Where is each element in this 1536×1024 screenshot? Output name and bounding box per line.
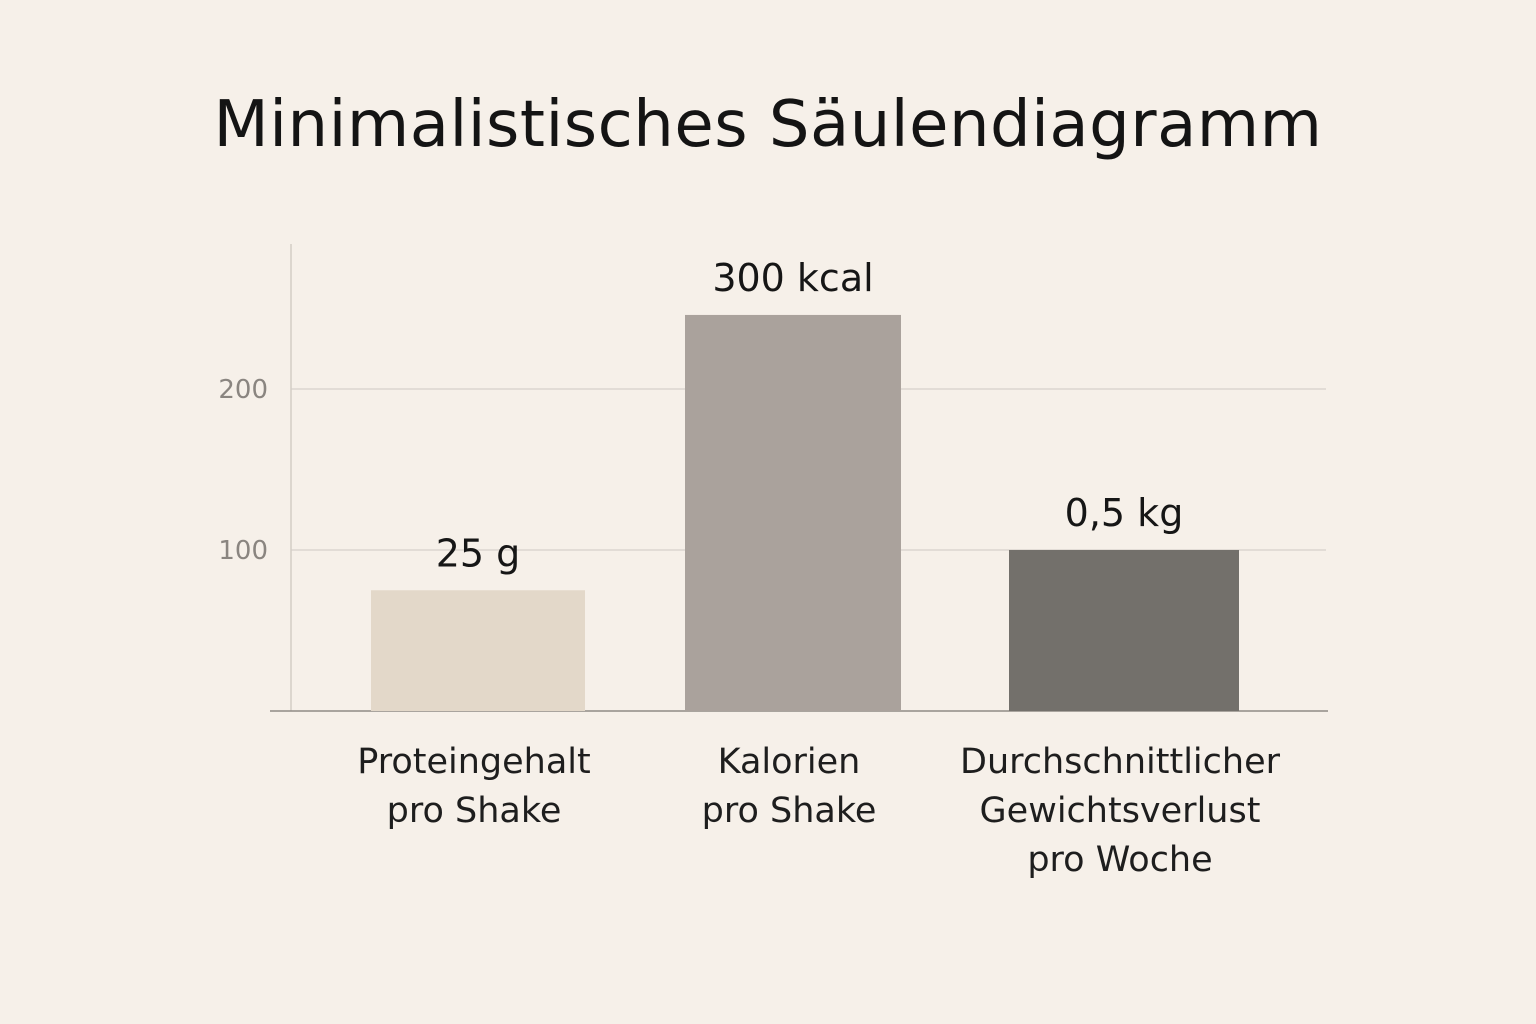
category-label-3-line-2: Gewichtsverlust — [980, 791, 1261, 831]
value-label-2: 300 kcal — [712, 256, 873, 300]
category-label-3: Durchschnittlicher Gewichtsverlust pro Woc… — [960, 742, 1281, 880]
bar-2 — [685, 314, 901, 711]
category-label-2: Kalorien pro Shake — [702, 742, 877, 831]
category-label-1-line-2: pro Shake — [387, 791, 562, 831]
category-label-2-line-1: Kalorien — [718, 742, 861, 782]
chart-title: Minimalistisches Säulendiagramm — [213, 88, 1323, 162]
bar-3 — [1009, 550, 1239, 711]
category-label-3-line-3: pro Woche — [1027, 840, 1212, 880]
value-label-3: 0,5 kg — [1065, 491, 1184, 535]
bar-1 — [371, 590, 585, 711]
category-label-1: Proteingehalt pro Shake — [357, 742, 591, 831]
y-tick-label-200: 200 — [218, 375, 268, 405]
value-label-1: 25 g — [436, 531, 521, 575]
category-label-1-line-1: Proteingehalt — [357, 742, 591, 782]
category-label-2-line-2: pro Shake — [702, 791, 877, 831]
y-tick-label-100: 100 — [218, 536, 268, 566]
category-label-3-line-1: Durchschnittlicher — [960, 742, 1281, 782]
